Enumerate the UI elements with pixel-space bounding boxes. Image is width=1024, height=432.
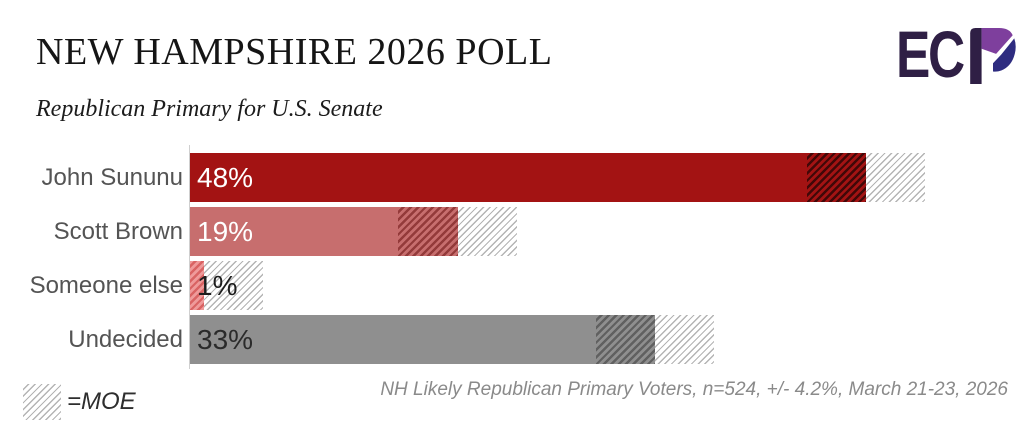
page-subtitle: Republican Primary for U.S. Senate bbox=[36, 96, 383, 122]
category-label-undecided: Undecided bbox=[68, 325, 183, 353]
bar-solid-segment bbox=[190, 153, 807, 202]
bar-moe-outer-hatch-segment bbox=[204, 261, 264, 310]
bar-moe-inner-hatch-segment bbox=[190, 261, 205, 310]
moe-legend-label: =MOE bbox=[67, 388, 136, 415]
moe-hatch-legend-swatch bbox=[23, 384, 61, 420]
bar-moe-outer-hatch-segment bbox=[654, 315, 714, 364]
bar-solid-segment bbox=[190, 207, 399, 256]
ecp-logo: EC bbox=[896, 17, 1016, 91]
bar-value-label: 33% bbox=[197, 323, 254, 355]
bar-moe-outer-hatch-segment bbox=[457, 207, 517, 256]
page-title: NEW HAMPSHIRE 2026 POLL bbox=[36, 31, 553, 73]
methodology-footnote: NH Likely Republican Primary Voters, n=5… bbox=[380, 379, 1008, 400]
bar-moe-outer-hatch-segment bbox=[865, 153, 925, 202]
category-label-someone-else: Someone else bbox=[29, 271, 183, 299]
chart-baseline-axis bbox=[189, 145, 190, 369]
bar-solid-segment bbox=[190, 315, 596, 364]
bar-value-label: 1% bbox=[197, 269, 238, 301]
category-label-scott-brown: Scott Brown bbox=[53, 217, 183, 245]
bar-row-john-sununu: 48% bbox=[190, 153, 925, 202]
bar-row-undecided: 33% bbox=[190, 315, 714, 364]
bar-moe-inner-hatch-segment bbox=[806, 153, 866, 202]
bar-value-label: 48% bbox=[197, 161, 254, 193]
bar-value-label: 19% bbox=[197, 215, 254, 247]
bar-row-someone-else: 1% bbox=[190, 261, 264, 310]
category-label-john-sununu: John Sununu bbox=[41, 163, 183, 191]
logo-p-checkmark-icon bbox=[969, 28, 1016, 84]
bar-moe-inner-hatch-segment bbox=[595, 315, 655, 364]
bar-moe-inner-hatch-segment bbox=[398, 207, 458, 256]
bar-row-scott-brown: 19% bbox=[190, 207, 517, 256]
logo-ec-letters: EC bbox=[896, 17, 965, 91]
